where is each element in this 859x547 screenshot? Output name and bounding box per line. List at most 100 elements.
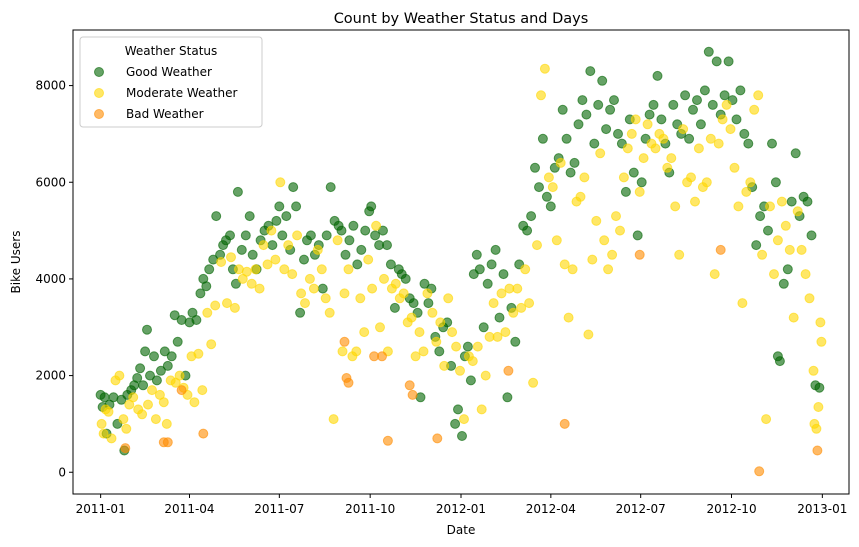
data-point: [757, 249, 768, 260]
data-point: [743, 138, 754, 149]
data-point: [308, 283, 319, 294]
data-point: [140, 346, 151, 357]
data-point: [701, 177, 712, 188]
data-point: [271, 215, 282, 226]
legend: Weather Status Good Weather Moderate Wea…: [79, 36, 263, 128]
data-point: [230, 278, 241, 289]
data-point: [670, 201, 681, 212]
x-tick-label: 2011-10: [345, 502, 395, 516]
x-tick-label: 2013-01: [797, 502, 847, 516]
data-point: [503, 365, 514, 376]
data-point: [711, 56, 722, 67]
data-point: [658, 133, 669, 144]
data-point: [267, 240, 278, 251]
data-point: [524, 298, 535, 309]
data-point: [500, 327, 511, 338]
legend-marker-moderate: [94, 88, 104, 98]
data-point: [418, 346, 429, 357]
data-point: [784, 244, 795, 255]
data-point: [316, 264, 327, 275]
data-point: [241, 266, 252, 277]
data-point: [360, 225, 371, 236]
data-point: [385, 259, 396, 270]
data-point: [275, 177, 286, 188]
data-point: [502, 392, 513, 403]
data-point: [363, 254, 374, 265]
data-point: [770, 177, 781, 188]
y-tick-label: 2000: [35, 369, 66, 383]
chart-title: Count by Weather Status and Days: [334, 11, 589, 27]
data-point: [699, 85, 710, 96]
data-point: [778, 278, 789, 289]
data-point: [480, 370, 491, 381]
data-point: [579, 172, 590, 183]
data-point: [201, 281, 212, 292]
data-point: [407, 389, 418, 400]
data-point: [210, 300, 221, 311]
data-point: [348, 220, 359, 231]
x-tick-label: 2012-01: [436, 502, 486, 516]
data-point: [774, 356, 785, 367]
data-point: [281, 211, 292, 222]
data-point: [811, 423, 822, 434]
data-point: [254, 283, 265, 294]
data-point: [725, 124, 736, 135]
data-point: [98, 428, 109, 439]
data-point: [450, 418, 461, 429]
y-axis: 0 2000 4000 6000 8000: [35, 79, 73, 479]
data-point: [138, 380, 149, 391]
data-point: [328, 414, 339, 425]
data-point: [423, 298, 434, 309]
data-point: [367, 283, 378, 294]
data-point: [563, 312, 574, 323]
data-point: [142, 324, 152, 335]
y-tick-label: 8000: [35, 79, 66, 93]
legend-label-bad: Bad Weather: [126, 107, 204, 121]
data-point: [812, 445, 823, 456]
data-point: [656, 114, 667, 125]
data-point: [634, 186, 645, 197]
data-point: [320, 293, 331, 304]
data-point: [400, 273, 411, 284]
data-point: [114, 370, 125, 381]
data-point: [321, 230, 332, 241]
data-point: [772, 235, 783, 246]
data-point: [735, 85, 746, 96]
data-point: [609, 95, 619, 106]
data-point: [559, 418, 570, 429]
data-point: [498, 269, 509, 280]
data-point: [151, 375, 162, 386]
data-point: [690, 196, 700, 207]
data-point: [607, 249, 618, 260]
data-point: [668, 99, 679, 110]
data-point: [755, 211, 766, 222]
data-point: [324, 307, 335, 318]
data-point: [508, 307, 519, 318]
data-point: [147, 385, 157, 396]
data-point: [295, 307, 306, 318]
data-point: [291, 201, 302, 212]
data-point: [414, 327, 425, 338]
legend-box: [79, 36, 263, 128]
data-point: [379, 273, 389, 284]
data-point: [174, 370, 185, 381]
data-point: [236, 244, 247, 255]
legend-title: Weather Status: [125, 44, 218, 58]
data-point: [474, 264, 485, 275]
data-point: [332, 235, 343, 246]
data-point: [530, 162, 540, 173]
data-point: [226, 252, 236, 263]
data-point: [277, 230, 288, 241]
data-point: [786, 196, 797, 207]
data-point: [618, 172, 629, 183]
data-point: [434, 346, 445, 357]
data-point: [761, 414, 772, 425]
data-point: [336, 225, 347, 236]
data-point: [630, 114, 641, 125]
data-point: [339, 336, 350, 347]
data-point: [551, 235, 562, 246]
data-point: [229, 302, 240, 313]
data-point: [782, 264, 793, 275]
data-point: [166, 351, 177, 362]
